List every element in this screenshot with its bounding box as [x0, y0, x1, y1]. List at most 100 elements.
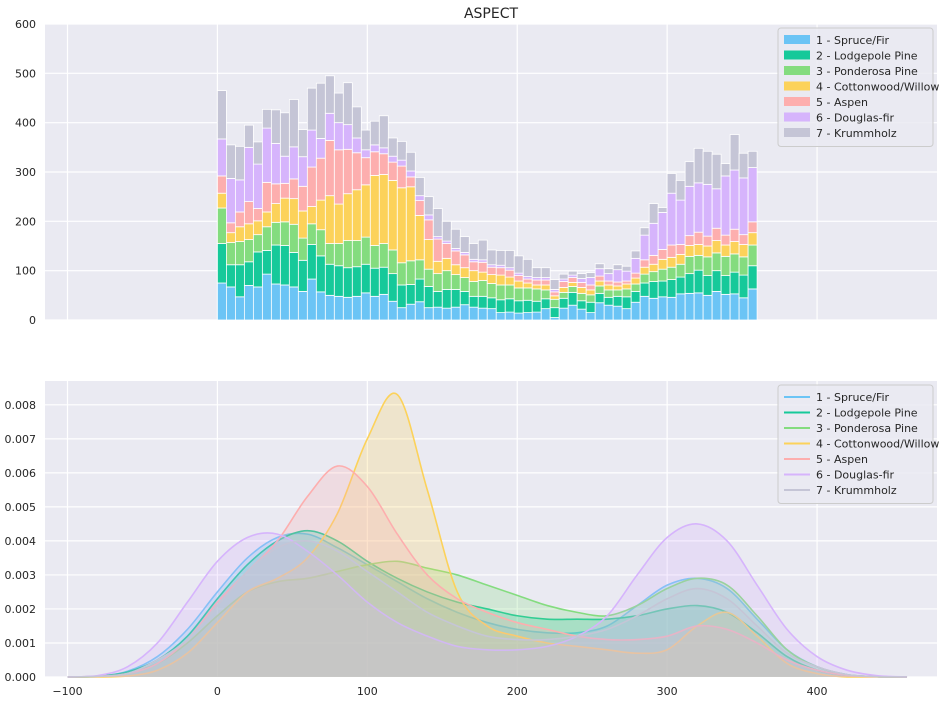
histogram-bar: [585, 272, 596, 278]
histogram-bar: [558, 291, 569, 299]
histogram-bar: [225, 144, 236, 179]
histogram-bar: [270, 109, 281, 144]
histogram-bar: [747, 221, 758, 234]
legend-label: 3 - Ponderosa Pine: [816, 65, 918, 78]
histogram-bar: [477, 295, 488, 309]
histogram-bar: [702, 294, 713, 321]
histogram-bar: [531, 267, 542, 278]
histogram-bar: [414, 259, 425, 280]
y-tick-label: 0.007: [5, 433, 37, 446]
histogram-bar: [387, 179, 398, 251]
histogram-bar: [522, 282, 533, 289]
histogram-bar: [423, 268, 434, 287]
histogram-bar: [747, 150, 758, 168]
histogram-bar: [522, 258, 533, 277]
histogram-bar: [342, 267, 353, 298]
histogram-bar: [684, 185, 695, 237]
histogram-bar: [540, 267, 551, 278]
histogram-bar: [675, 179, 686, 201]
histogram-bar: [621, 265, 632, 272]
histogram-bar: [729, 228, 740, 242]
histogram-bar: [441, 307, 452, 321]
histogram-bar: [369, 151, 380, 176]
histogram-bar: [297, 185, 308, 212]
histogram-bar: [351, 295, 362, 321]
histogram-bar: [549, 291, 560, 297]
chart-title: ASPECT: [464, 6, 519, 22]
x-tick-label: 200: [507, 685, 528, 698]
histogram-bar: [657, 207, 668, 213]
histogram-bar: [711, 252, 722, 272]
histogram-bar: [513, 312, 524, 321]
histogram-bar: [495, 284, 506, 301]
histogram-bar: [414, 177, 425, 197]
histogram-bar: [297, 259, 308, 292]
histogram-bar: [675, 253, 686, 265]
histogram-bar: [333, 265, 344, 297]
histogram-bar: [405, 260, 416, 285]
histogram-bar: [423, 239, 434, 270]
histogram-bar: [432, 306, 443, 321]
histogram-bar: [324, 263, 335, 296]
histogram-bar: [288, 146, 299, 180]
histogram-bar: [306, 244, 317, 280]
histogram-bar: [217, 138, 227, 177]
histogram-bar: [540, 289, 551, 300]
histogram-bar: [288, 286, 299, 321]
legend-swatch: [784, 128, 810, 137]
histogram-bar: [279, 245, 290, 286]
histogram-bar: [279, 284, 290, 321]
histogram-bar: [261, 127, 272, 183]
histogram-bar: [468, 295, 479, 308]
histogram-bar: [621, 280, 632, 285]
histogram-bar: [396, 262, 407, 286]
histogram-bar: [666, 244, 677, 258]
histogram-bar: [567, 277, 578, 283]
histogram-bar: [369, 144, 380, 153]
histogram-bar: [720, 234, 731, 246]
histogram-bar: [324, 294, 335, 321]
y-tick-label: 200: [15, 215, 36, 228]
histogram-bar: [315, 82, 326, 139]
histogram-bar: [468, 306, 479, 321]
histogram-bar: [486, 274, 497, 284]
histogram-bar: [333, 295, 344, 321]
histogram-bar: [630, 257, 641, 274]
histogram-bar: [594, 285, 605, 294]
legend-label: 1 - Spruce/Fir: [816, 34, 890, 47]
histogram-bar: [234, 296, 245, 321]
histogram-bar: [459, 277, 470, 292]
histogram-bar: [567, 291, 578, 306]
histogram-bar: [711, 290, 722, 321]
histogram-bar: [657, 280, 668, 298]
histogram-bar: [639, 259, 650, 268]
histogram-bar: [217, 282, 227, 321]
histogram-bar: [333, 149, 344, 205]
legend-swatch: [784, 81, 810, 91]
histogram-bar: [630, 283, 641, 292]
histogram-bar: [261, 226, 272, 251]
histogram-bar: [351, 137, 362, 154]
histogram-bar: [720, 293, 731, 321]
histogram-bar: [540, 279, 551, 286]
y-tick-label: 500: [15, 67, 36, 80]
histogram-bar: [396, 284, 407, 309]
histogram-bar: [378, 293, 389, 321]
legend-swatch: [784, 66, 810, 75]
x-tick-label: 300: [657, 685, 678, 698]
histogram-bar: [369, 267, 380, 297]
histogram-bar: [747, 232, 758, 246]
histogram-bar: [549, 307, 560, 318]
histogram-bar: [738, 152, 749, 179]
y-tick-label: 0.005: [5, 501, 37, 514]
histogram-bar: [468, 281, 479, 297]
histogram-bar: [324, 75, 335, 114]
histogram-bar: [531, 311, 542, 321]
histogram-panel: 0 100 200 300 400 500 600 ASPECT 1 - Spruce/Fir 2…: [15, 6, 939, 327]
histogram-bar: [378, 115, 389, 149]
histogram-bar: [315, 138, 326, 159]
y-tick-label: 0.008: [5, 399, 37, 412]
histogram-bar: [531, 288, 542, 302]
histogram-bar: [684, 235, 695, 246]
histogram-bar: [504, 276, 515, 286]
